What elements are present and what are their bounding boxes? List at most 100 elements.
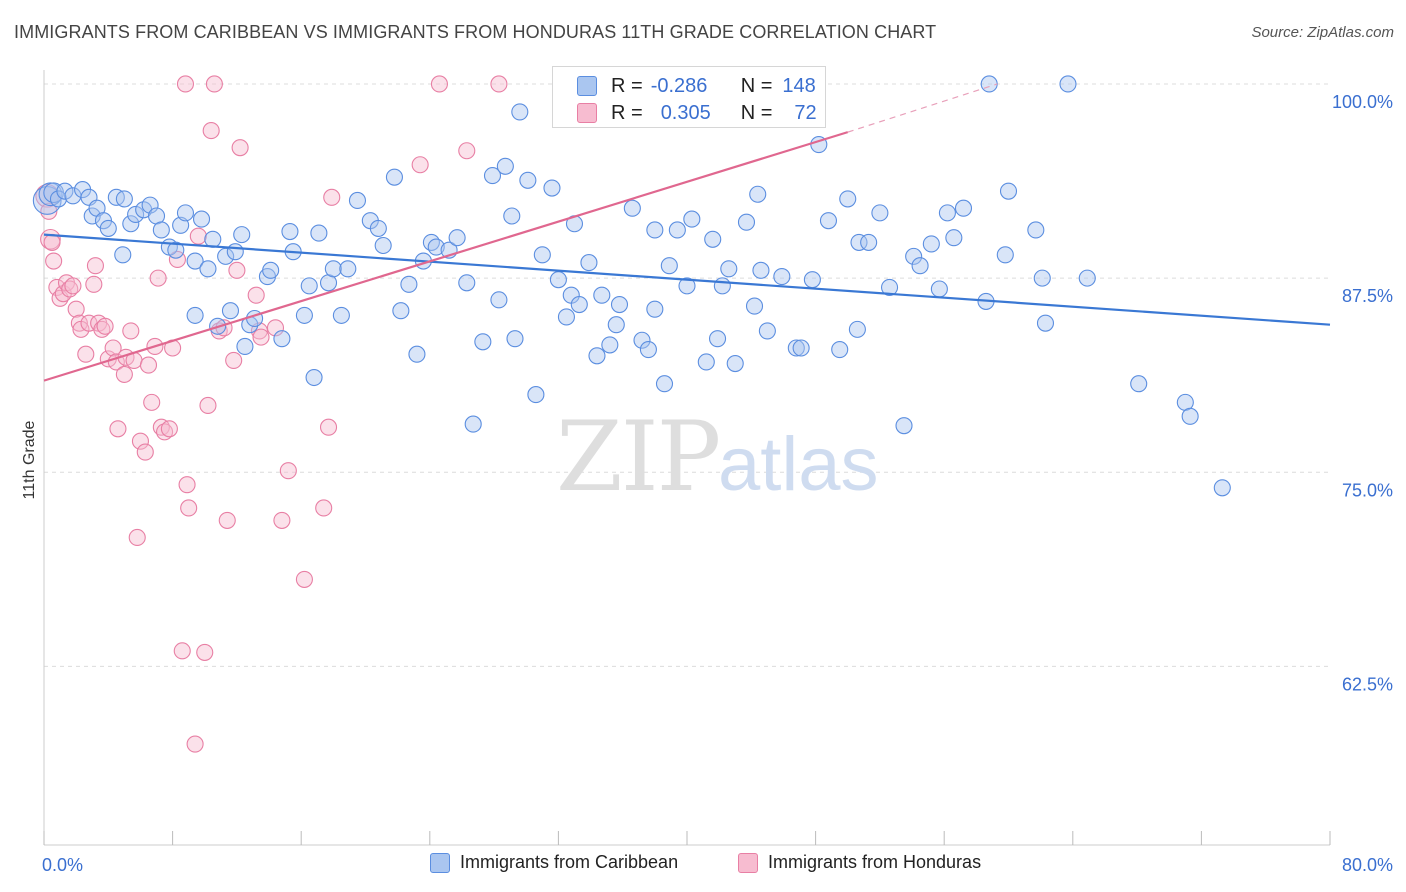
watermark-atlas: atlas <box>718 422 879 507</box>
data-point <box>231 139 249 157</box>
data-point <box>178 476 196 494</box>
data-point <box>236 337 254 356</box>
data-point <box>427 238 445 256</box>
data-point <box>189 227 207 245</box>
data-point <box>305 368 323 387</box>
data-point <box>496 157 514 175</box>
data-point <box>610 295 629 314</box>
series-legend-honduras: Immigrants from Honduras <box>738 852 981 873</box>
data-point <box>149 269 167 287</box>
data-point <box>633 331 651 349</box>
data-point <box>315 499 333 517</box>
legend-row-honduras: R = 0.305 N = 72 <box>577 101 817 125</box>
legend-swatch-pink <box>738 852 758 873</box>
data-point <box>186 735 204 753</box>
data-point <box>639 341 657 359</box>
data-point <box>61 280 79 298</box>
data-point <box>646 221 664 239</box>
data-point <box>281 222 299 241</box>
legend-row-caribbean: R = -0.286 N = 148 <box>577 74 816 98</box>
data-point <box>905 247 923 265</box>
data-point <box>848 320 866 338</box>
data-point <box>233 226 251 244</box>
data-point <box>713 277 731 295</box>
data-point <box>104 339 122 357</box>
data-point <box>911 257 929 275</box>
data-point <box>697 353 715 371</box>
data-point <box>474 333 492 351</box>
data-point <box>1181 407 1199 425</box>
data-point <box>678 277 696 295</box>
data-point <box>938 204 956 222</box>
data-point <box>1078 269 1096 287</box>
legend-r-value: -0.286 <box>650 74 708 97</box>
data-point <box>77 345 95 363</box>
data-point <box>122 215 140 233</box>
data-point <box>205 75 223 93</box>
data-point <box>109 420 127 438</box>
data-point <box>374 236 392 255</box>
data-point <box>202 122 220 140</box>
data-point <box>607 316 625 334</box>
x-tick-labels: 0.0% 80.0% <box>42 855 1393 875</box>
data-point <box>430 75 448 93</box>
gridlines <box>44 83 1330 667</box>
data-point <box>1027 221 1045 239</box>
legend-n-label: N = <box>740 74 773 97</box>
data-point <box>580 254 598 272</box>
caribbean-points <box>32 75 1231 497</box>
data-point <box>458 142 476 160</box>
data-point <box>570 295 588 314</box>
data-point <box>773 268 791 286</box>
data-point <box>279 462 297 480</box>
y-tick-label: 100.0% <box>1332 92 1393 112</box>
data-point <box>273 330 291 348</box>
data-point <box>745 297 764 315</box>
data-point <box>543 179 561 197</box>
data-point <box>139 356 158 374</box>
data-point <box>839 190 857 208</box>
x-tick-label-min: 0.0% <box>42 855 83 875</box>
data-point <box>300 277 318 295</box>
data-point <box>708 330 727 348</box>
data-point <box>850 233 868 251</box>
data-point <box>173 642 191 660</box>
trend-line-honduras <box>43 131 849 382</box>
trend-lines <box>43 83 1331 382</box>
data-point <box>310 224 328 242</box>
legend-n-value: 148 <box>782 74 816 97</box>
data-point <box>593 286 611 304</box>
data-point <box>506 330 524 348</box>
chart-title: IMMIGRANTS FROM CARIBBEAN VS IMMIGRANTS … <box>14 22 937 42</box>
data-point <box>623 199 641 217</box>
data-point <box>408 345 426 363</box>
x-tick-label-max: 80.0% <box>1342 855 1393 875</box>
data-point <box>999 182 1018 200</box>
data-point <box>752 261 770 279</box>
data-point <box>646 300 664 318</box>
data-point <box>85 275 103 293</box>
data-point <box>511 103 529 121</box>
data-point <box>115 190 133 208</box>
data-point <box>400 275 418 293</box>
y-tick-label: 87.5% <box>1342 286 1393 306</box>
legend-r-value: 0.305 <box>660 101 711 124</box>
data-point <box>180 499 198 517</box>
data-point <box>247 286 265 304</box>
data-point <box>980 75 998 93</box>
data-point <box>332 306 350 324</box>
data-point <box>273 511 291 529</box>
data-point <box>141 196 159 214</box>
data-point <box>483 167 502 185</box>
data-point <box>319 418 338 436</box>
data-point <box>448 229 466 247</box>
data-point <box>831 341 849 359</box>
data-point <box>93 320 111 338</box>
legend-r-label: R = <box>611 101 643 124</box>
data-point <box>871 204 889 222</box>
data-point <box>86 257 104 275</box>
data-point <box>196 643 214 661</box>
data-point <box>199 396 217 415</box>
data-point <box>324 260 342 278</box>
